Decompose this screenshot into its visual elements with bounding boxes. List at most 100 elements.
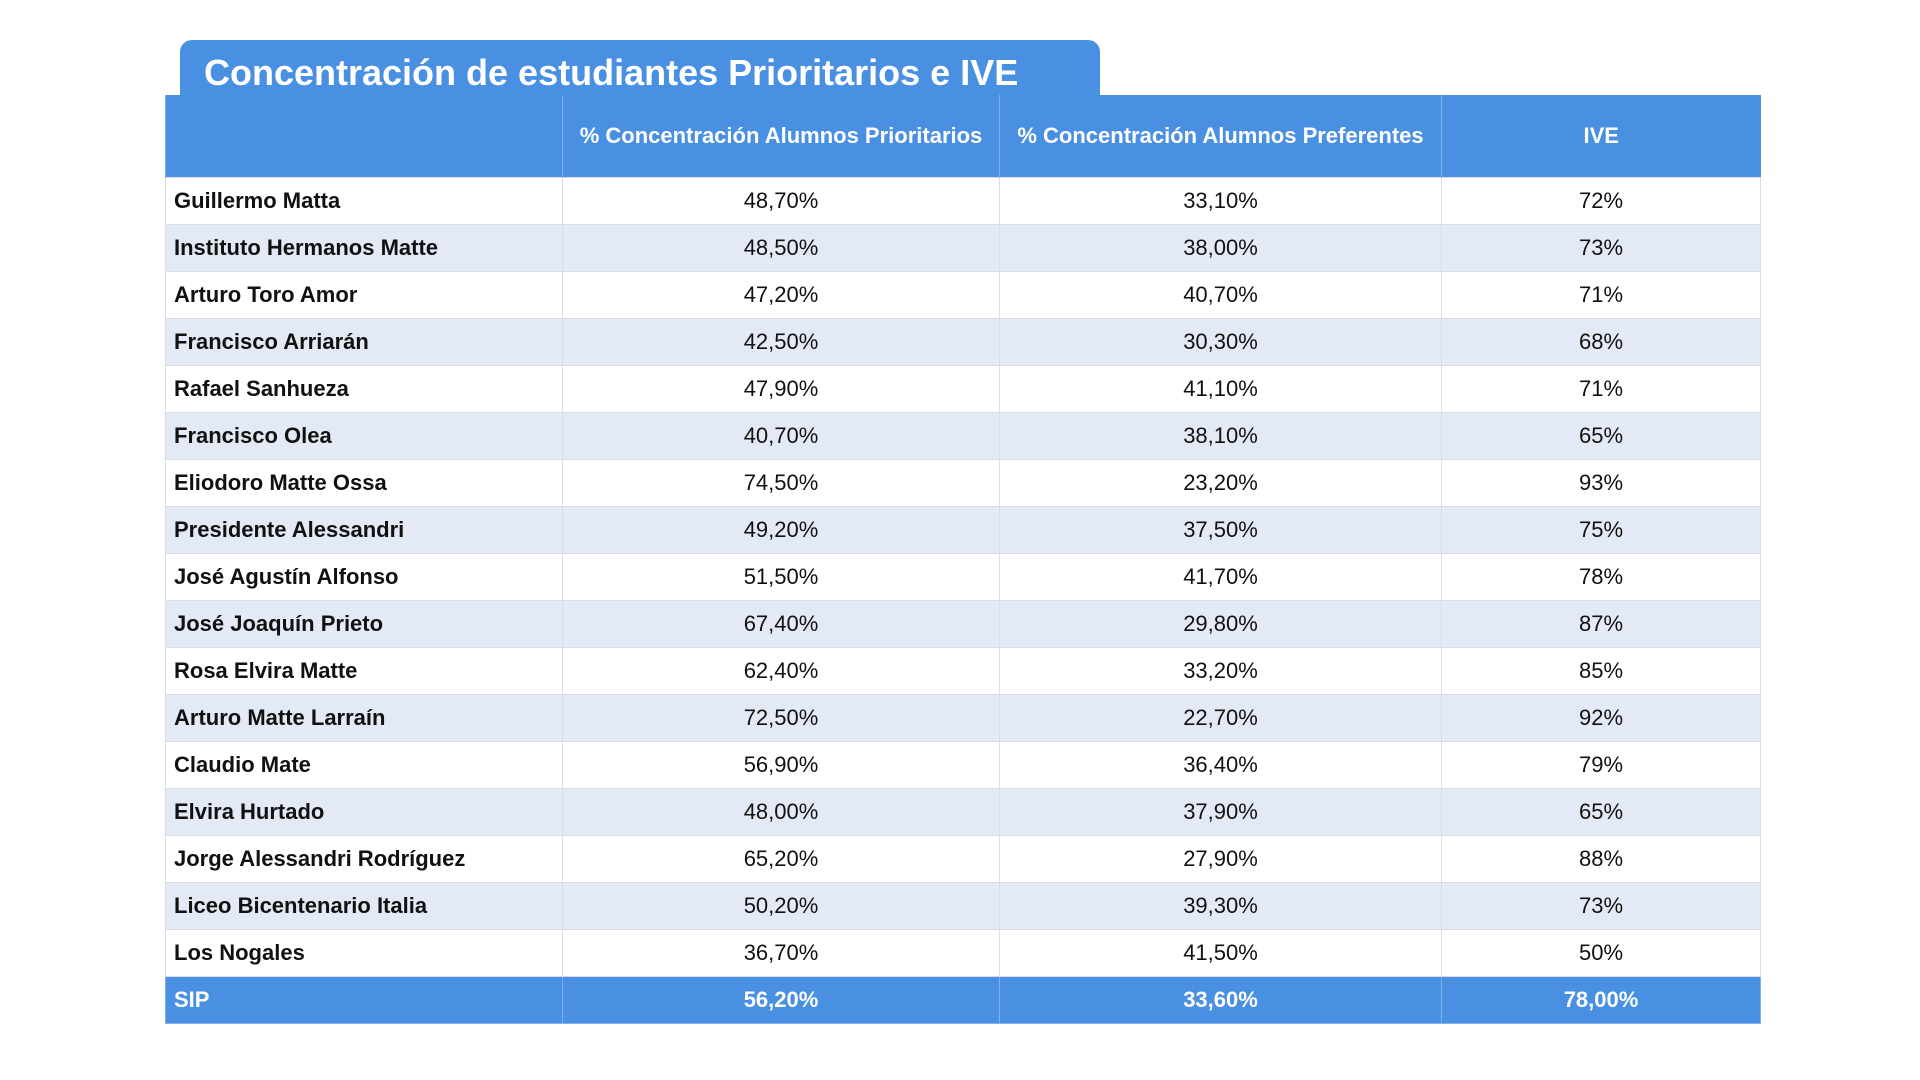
table-row: Liceo Bicentenario Italia 50,20% 39,30% 73% xyxy=(165,882,1761,930)
table-cell: 93% xyxy=(1441,459,1761,507)
table-row: Instituto Hermanos Matte 48,50% 38,00% 73% xyxy=(165,224,1761,272)
table-cell: 65,20% xyxy=(562,835,1000,883)
table-cell: 23,20% xyxy=(999,459,1442,507)
data-table: % Concentración Alumnos Prioritarios% Co… xyxy=(165,95,1761,1024)
table-cell: 30,30% xyxy=(999,318,1442,366)
table-cell: 71% xyxy=(1441,365,1761,413)
school-name: Jorge Alessandri Rodríguez xyxy=(165,835,563,883)
table-cell: 33,20% xyxy=(999,647,1442,695)
school-name: Los Nogales xyxy=(165,929,563,977)
table-cell: 75% xyxy=(1441,506,1761,554)
school-name: Liceo Bicentenario Italia xyxy=(165,882,563,930)
table-cell: 40,70% xyxy=(999,271,1442,319)
table-row: Rafael Sanhueza 47,90% 41,10% 71% xyxy=(165,365,1761,413)
header-cell: IVE xyxy=(1441,95,1761,178)
table-cell: 38,00% xyxy=(999,224,1442,272)
school-name: Francisco Arriarán xyxy=(165,318,563,366)
table-cell: 73% xyxy=(1441,224,1761,272)
table-cell: 74,50% xyxy=(562,459,1000,507)
table-cell: 72% xyxy=(1441,177,1761,225)
table-row: Presidente Alessandri 49,20% 37,50% 75% xyxy=(165,506,1761,554)
table-cell: 36,40% xyxy=(999,741,1442,789)
table-cell: 50% xyxy=(1441,929,1761,977)
table-cell: 42,50% xyxy=(562,318,1000,366)
table-cell: 41,50% xyxy=(999,929,1442,977)
table-cell: 48,00% xyxy=(562,788,1000,836)
school-name: Claudio Mate xyxy=(165,741,563,789)
table-cell: 27,90% xyxy=(999,835,1442,883)
school-name: Rosa Elvira Matte xyxy=(165,647,563,695)
table-cell: 92% xyxy=(1441,694,1761,742)
table-cell: 62,40% xyxy=(562,647,1000,695)
table-cell: 73% xyxy=(1441,882,1761,930)
table-row: Arturo Matte Larraín 72,50% 22,70% 92% xyxy=(165,694,1761,742)
table-header: % Concentración Alumnos Prioritarios% Co… xyxy=(165,95,1761,178)
school-name: Rafael Sanhueza xyxy=(165,365,563,413)
table-cell: 65% xyxy=(1441,412,1761,460)
table-cell: 48,70% xyxy=(562,177,1000,225)
table-cell: 39,30% xyxy=(999,882,1442,930)
header-cell xyxy=(165,95,563,178)
table-body: Guillermo Matta 48,70% 33,10% 72% Instituto … xyxy=(165,177,1761,977)
table-row: Rosa Elvira Matte 62,40% 33,20% 85% xyxy=(165,647,1761,695)
table-row: José Agustín Alfonso 51,50% 41,70% 78% xyxy=(165,553,1761,601)
table-cell: 36,70% xyxy=(562,929,1000,977)
table-cell: 48,50% xyxy=(562,224,1000,272)
table-cell: 67,40% xyxy=(562,600,1000,648)
total-cell: 56,20% xyxy=(562,976,1000,1024)
table-row: Guillermo Matta 48,70% 33,10% 72% xyxy=(165,177,1761,225)
header-cell: % Concentración Alumnos Prioritarios xyxy=(562,95,1000,178)
table-cell: 47,90% xyxy=(562,365,1000,413)
table-cell: 33,10% xyxy=(999,177,1442,225)
table-row: Eliodoro Matte Ossa 74,50% 23,20% 93% xyxy=(165,459,1761,507)
header-cell: % Concentración Alumnos Preferentes xyxy=(999,95,1442,178)
footer-row: SIP 56,20% 33,60% 78,00% xyxy=(165,976,1761,1024)
table-cell: 72,50% xyxy=(562,694,1000,742)
table-cell: 49,20% xyxy=(562,506,1000,554)
table-row: Claudio Mate 56,90% 36,40% 79% xyxy=(165,741,1761,789)
total-label: SIP xyxy=(165,976,563,1024)
table-row: Jorge Alessandri Rodríguez 65,20% 27,90% 88… xyxy=(165,835,1761,883)
table-cell: 68% xyxy=(1441,318,1761,366)
table-cell: 71% xyxy=(1441,271,1761,319)
school-name: Eliodoro Matte Ossa xyxy=(165,459,563,507)
table-cell: 41,70% xyxy=(999,553,1442,601)
table-cell: 88% xyxy=(1441,835,1761,883)
table-cell: 78% xyxy=(1441,553,1761,601)
table-row: Arturo Toro Amor 47,20% 40,70% 71% xyxy=(165,271,1761,319)
table-cell: 38,10% xyxy=(999,412,1442,460)
school-name: Francisco Olea xyxy=(165,412,563,460)
school-name: Guillermo Matta xyxy=(165,177,563,225)
school-name: José Agustín Alfonso xyxy=(165,553,563,601)
total-cell: 78,00% xyxy=(1441,976,1761,1024)
table-cell: 65% xyxy=(1441,788,1761,836)
table-cell: 40,70% xyxy=(562,412,1000,460)
table-cell: 41,10% xyxy=(999,365,1442,413)
table-row: Los Nogales 36,70% 41,50% 50% xyxy=(165,929,1761,977)
header-row: % Concentración Alumnos Prioritarios% Co… xyxy=(165,95,1761,178)
school-name: Arturo Toro Amor xyxy=(165,271,563,319)
table-cell: 29,80% xyxy=(999,600,1442,648)
school-name: Arturo Matte Larraín xyxy=(165,694,563,742)
table-cell: 85% xyxy=(1441,647,1761,695)
table-cell: 87% xyxy=(1441,600,1761,648)
title: Concentración de estudiantes Prioritario… xyxy=(180,40,1100,95)
school-name: Instituto Hermanos Matte xyxy=(165,224,563,272)
table-row: José Joaquín Prieto 67,40% 29,80% 87% xyxy=(165,600,1761,648)
table-cell: 50,20% xyxy=(562,882,1000,930)
table-cell: 37,50% xyxy=(999,506,1442,554)
table-cell: 37,90% xyxy=(999,788,1442,836)
total-cell: 33,60% xyxy=(999,976,1442,1024)
table-row: Elvira Hurtado 48,00% 37,90% 65% xyxy=(165,788,1761,836)
school-name: José Joaquín Prieto xyxy=(165,600,563,648)
school-name: Elvira Hurtado xyxy=(165,788,563,836)
table-cell: 56,90% xyxy=(562,741,1000,789)
school-name: Presidente Alessandri xyxy=(165,506,563,554)
table-row: Francisco Arriarán 42,50% 30,30% 68% xyxy=(165,318,1761,366)
table-cell: 47,20% xyxy=(562,271,1000,319)
table-cell: 51,50% xyxy=(562,553,1000,601)
table-cell: 79% xyxy=(1441,741,1761,789)
table-footer: SIP 56,20% 33,60% 78,00% xyxy=(165,976,1761,1024)
table-cell: 22,70% xyxy=(999,694,1442,742)
